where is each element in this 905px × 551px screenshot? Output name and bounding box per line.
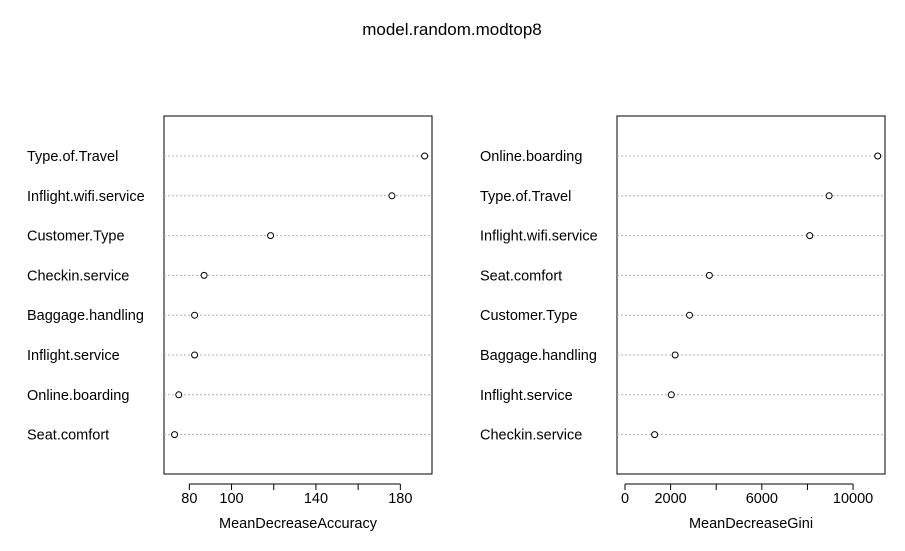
x-axis-title: MeanDecreaseAccuracy xyxy=(219,516,378,532)
category-label: Type.of.Travel xyxy=(27,149,118,165)
category-label: Inflight.service xyxy=(27,348,120,364)
data-point xyxy=(200,271,208,279)
x-tick-label: 100 xyxy=(219,491,243,507)
category-label: Inflight.service xyxy=(480,388,573,404)
category-label: Baggage.handling xyxy=(480,348,597,364)
data-point xyxy=(191,311,199,319)
category-label: Seat.comfort xyxy=(480,268,562,284)
category-label: Online.boarding xyxy=(27,388,129,404)
accuracy-panel: Type.of.Travel Inflight.wifi.service Custo… xyxy=(27,115,433,532)
data-point xyxy=(421,152,429,160)
data-point xyxy=(267,232,275,240)
category-label: Checkin.service xyxy=(27,268,129,284)
figure-title: model.random.modtop8 xyxy=(362,20,542,39)
category-label: Checkin.service xyxy=(480,428,582,444)
data-point xyxy=(388,192,396,200)
category-label: Customer.Type xyxy=(480,308,578,324)
data-point xyxy=(686,311,694,319)
x-tick-label: 80 xyxy=(181,491,197,507)
category-label: Type.of.Travel xyxy=(480,189,571,205)
category-label: Customer.Type xyxy=(27,229,125,245)
data-point xyxy=(191,351,199,359)
data-point xyxy=(667,391,675,399)
x-tick-label: 6000 xyxy=(746,491,778,507)
data-point xyxy=(175,391,183,399)
data-point xyxy=(874,152,882,160)
category-label: Inflight.wifi.service xyxy=(480,229,598,245)
x-tick-label: 140 xyxy=(304,491,328,507)
x-tick-label: 0 xyxy=(621,491,629,507)
plot-frame xyxy=(616,115,886,475)
x-tick-label: 2000 xyxy=(654,491,686,507)
plot-frame xyxy=(163,115,433,475)
data-point xyxy=(806,232,814,240)
category-label: Online.boarding xyxy=(480,149,582,165)
data-point xyxy=(825,192,833,200)
gini-panel: Online.boarding Type.of.Travel Inflight.wi… xyxy=(480,115,886,532)
data-point xyxy=(171,431,179,439)
x-tick-label: 180 xyxy=(388,491,412,507)
data-point xyxy=(651,431,659,439)
data-point xyxy=(705,271,713,279)
category-label: Inflight.wifi.service xyxy=(27,189,145,205)
x-axis-title: MeanDecreaseGini xyxy=(689,516,813,532)
x-tick-label: 10000 xyxy=(833,491,873,507)
category-label: Seat.comfort xyxy=(27,428,109,444)
category-label: Baggage.handling xyxy=(27,308,144,324)
data-point xyxy=(671,351,679,359)
